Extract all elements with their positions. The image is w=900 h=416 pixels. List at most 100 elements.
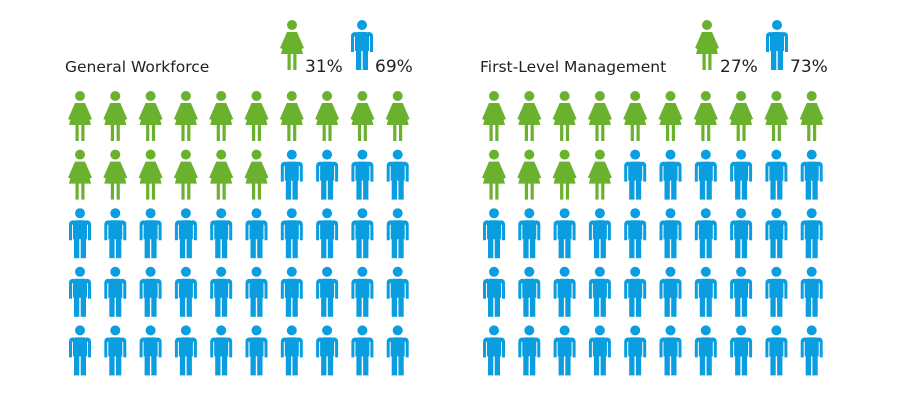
legend-female-icon: [695, 20, 719, 70]
male-person-icon: [659, 149, 682, 200]
panel-title: First-Level Management: [480, 58, 666, 76]
male-person-icon: [351, 266, 374, 317]
female-person-icon: [138, 91, 163, 141]
female-person-icon: [623, 91, 648, 141]
legend-female-icon: [280, 20, 304, 70]
male-person-icon: [800, 208, 823, 259]
male-person-icon: [386, 149, 409, 200]
female-person-icon: [385, 91, 410, 141]
male-person-icon: [553, 208, 576, 259]
male-person-icon: [730, 325, 753, 376]
male-person-icon: [245, 208, 268, 259]
male-person-icon: [765, 208, 788, 259]
female-person-icon: [658, 91, 683, 141]
male-person-icon: [174, 325, 197, 376]
male-person-icon: [280, 208, 303, 259]
male-person-icon: [659, 266, 682, 317]
male-person-icon: [765, 149, 788, 200]
female-person-icon: [350, 91, 375, 141]
female-person-icon: [517, 149, 542, 200]
male-person-icon: [730, 266, 753, 317]
male-person-icon: [694, 266, 717, 317]
male-person-icon: [483, 266, 505, 317]
female-person-icon: [209, 149, 234, 200]
male-person-icon: [245, 266, 268, 317]
female-person-icon: [103, 91, 128, 141]
female-percent-label: 27%: [720, 57, 758, 77]
female-percent-label: 31%: [305, 57, 343, 77]
female-person-icon: [693, 91, 718, 141]
male-person-icon: [624, 325, 647, 376]
female-person-icon: [279, 91, 304, 141]
female-person-icon: [482, 149, 506, 200]
male-person-icon: [280, 325, 303, 376]
male-person-icon: [694, 325, 717, 376]
male-person-icon: [624, 208, 647, 259]
male-person-icon: [588, 325, 611, 376]
male-person-icon: [316, 149, 339, 200]
male-person-icon: [659, 325, 682, 376]
female-person-icon: [173, 149, 198, 200]
male-person-icon: [174, 208, 197, 259]
male-person-icon: [104, 266, 127, 317]
female-person-icon: [68, 91, 92, 141]
panel-title: General Workforce: [65, 58, 209, 76]
male-person-icon: [730, 208, 753, 259]
female-person-icon: [244, 149, 269, 200]
icon-grid: [68, 91, 410, 376]
male-person-icon: [386, 266, 409, 317]
male-person-icon: [730, 149, 753, 200]
male-person-icon: [210, 208, 233, 259]
male-person-icon: [210, 266, 233, 317]
male-person-icon: [483, 325, 505, 376]
male-person-icon: [659, 208, 682, 259]
male-person-icon: [765, 266, 788, 317]
male-person-icon: [765, 325, 788, 376]
male-person-icon: [69, 325, 91, 376]
female-person-icon: [315, 91, 340, 141]
male-person-icon: [694, 149, 717, 200]
female-person-icon: [244, 91, 269, 141]
male-person-icon: [800, 266, 823, 317]
male-person-icon: [139, 266, 162, 317]
male-person-icon: [316, 208, 339, 259]
male-person-icon: [316, 266, 339, 317]
male-percent-label: 73%: [790, 57, 828, 77]
male-person-icon: [104, 325, 127, 376]
female-person-icon: [799, 91, 824, 141]
male-person-icon: [104, 208, 127, 259]
male-person-icon: [139, 208, 162, 259]
male-person-icon: [553, 266, 576, 317]
female-person-icon: [68, 149, 92, 200]
male-person-icon: [139, 325, 162, 376]
female-person-icon: [587, 149, 612, 200]
male-person-icon: [483, 208, 505, 259]
male-person-icon: [386, 208, 409, 259]
male-person-icon: [800, 149, 823, 200]
panel-2: First-Level Management 27% 73%: [480, 20, 828, 376]
female-person-icon: [552, 91, 577, 141]
male-person-icon: [210, 325, 233, 376]
male-person-icon: [174, 266, 197, 317]
female-person-icon: [482, 91, 506, 141]
female-person-icon: [729, 91, 754, 141]
male-person-icon: [518, 208, 541, 259]
male-person-icon: [800, 325, 823, 376]
female-person-icon: [103, 149, 128, 200]
male-person-icon: [351, 208, 374, 259]
male-person-icon: [386, 325, 409, 376]
male-person-icon: [316, 325, 339, 376]
male-person-icon: [280, 266, 303, 317]
icon-grid: [482, 91, 824, 376]
male-person-icon: [69, 266, 91, 317]
male-person-icon: [351, 325, 374, 376]
male-person-icon: [553, 325, 576, 376]
male-person-icon: [518, 325, 541, 376]
male-percent-label: 69%: [375, 57, 413, 77]
female-person-icon: [552, 149, 577, 200]
male-person-icon: [69, 208, 91, 259]
male-person-icon: [588, 266, 611, 317]
female-person-icon: [764, 91, 789, 141]
male-person-icon: [694, 208, 717, 259]
